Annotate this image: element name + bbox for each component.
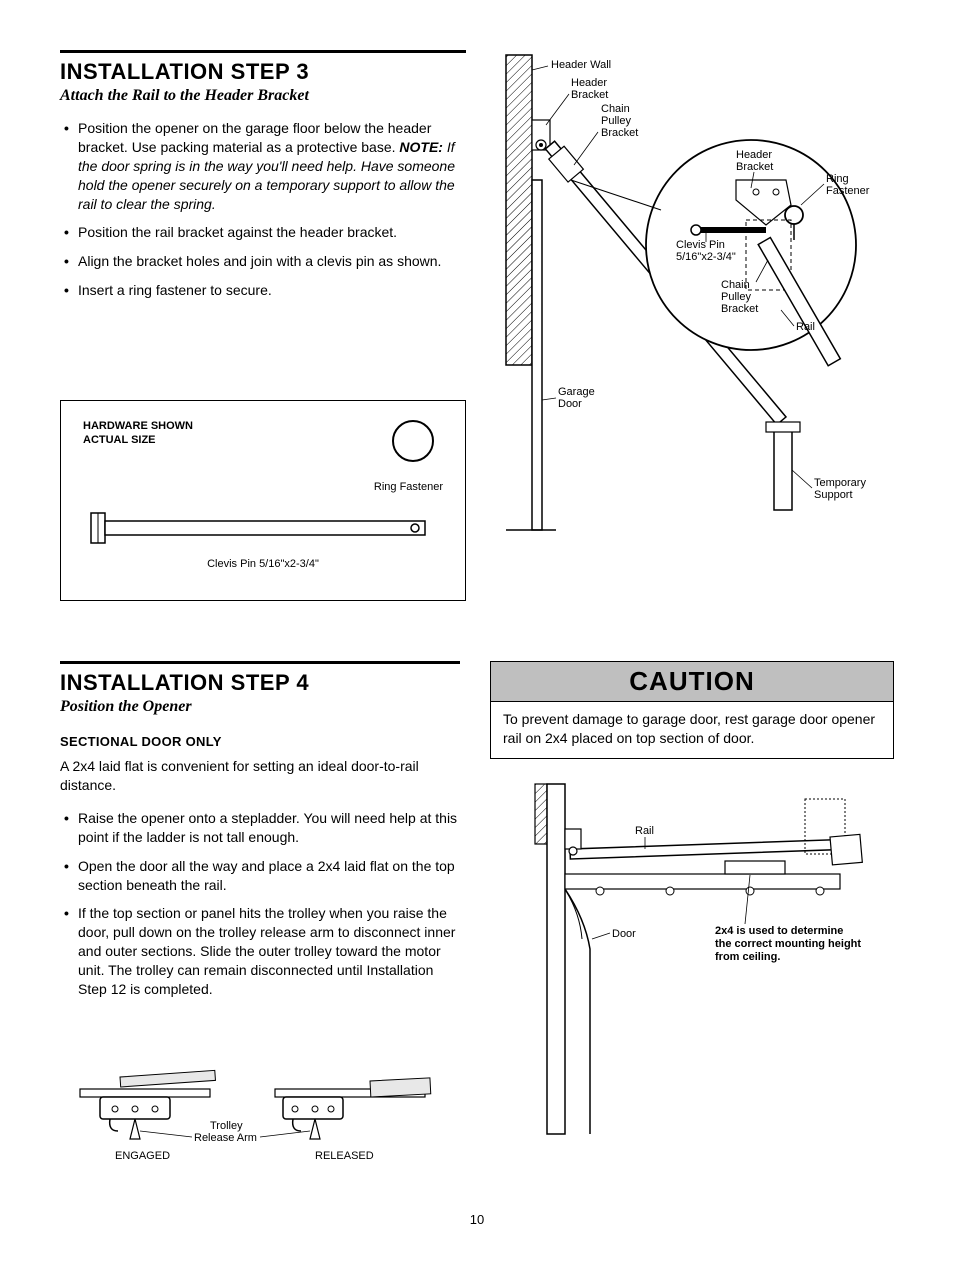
step3-bullet-1: Position the opener on the garage floor …: [60, 119, 466, 213]
lbl-cp2: Pulley: [601, 115, 631, 127]
step3-subtitle: Attach the Rail to the Header Bracket: [60, 87, 466, 105]
lbl4-n3: from ceiling.: [715, 951, 780, 963]
step3-diagram: Header Wall Header Bracket Chain Pulley …: [496, 50, 896, 601]
lbl-engaged: ENGAGED: [115, 1150, 170, 1162]
hw-ring-label: Ring Fastener: [83, 481, 443, 493]
step3-bullet-4: Insert a ring fastener to secure.: [60, 281, 466, 300]
lbl-trolley: Trolley: [210, 1120, 243, 1132]
lbl-cpin1: Clevis Pin: [676, 239, 725, 251]
lbl-cp1: Chain: [601, 103, 630, 115]
step3-bullets: Position the opener on the garage floor …: [60, 119, 466, 300]
lbl-rf2: Fastener: [826, 185, 870, 197]
lbl-released: RELEASED: [315, 1150, 374, 1162]
step4-row: INSTALLATION STEP 4 Position the Opener …: [60, 661, 894, 1172]
lbl4-door: Door: [612, 928, 636, 940]
step3-bullet-2: Position the rail bracket against the he…: [60, 223, 466, 242]
step4-rule: [60, 661, 460, 664]
lbl-header-wall: Header Wall: [551, 59, 611, 71]
step4-sectional-hdr: SECTIONAL DOOR ONLY: [60, 734, 460, 749]
lbl4-n2: the correct mounting height: [715, 938, 861, 950]
lbl-dcp2: Pulley: [721, 291, 751, 303]
caution-box: CAUTION To prevent damage to garage door…: [490, 661, 894, 759]
lbl4-rail: Rail: [635, 825, 654, 837]
lbl-dcp1: Chain: [721, 279, 750, 291]
lbl-dhb1: Header: [736, 149, 772, 161]
step4-subtitle: Position the Opener: [60, 698, 460, 716]
lbl-ts1: Temporary: [814, 477, 866, 489]
step3-diagram-svg: Header Wall Header Bracket Chain Pulley …: [496, 50, 896, 540]
lbl-rf1: Ring: [826, 173, 849, 185]
step4-title: INSTALLATION STEP 4: [60, 670, 460, 696]
lbl-hb2: Bracket: [571, 89, 608, 101]
page-number: 10: [60, 1212, 894, 1227]
step4-bullet-2: Open the door all the way and place a 2x…: [60, 857, 460, 895]
step4-bullet-3: If the top section or panel hits the tro…: [60, 904, 460, 998]
step3-row: INSTALLATION STEP 3 Attach the Rail to t…: [60, 50, 894, 601]
ring-fastener-icon: [383, 419, 443, 474]
lbl-cpin2: 5/16"x2-3/4": [676, 251, 736, 263]
step3-rule: [60, 50, 466, 53]
lbl-hb1: Header: [571, 77, 607, 89]
page: INSTALLATION STEP 3 Attach the Rail to t…: [60, 50, 894, 1172]
lbl-cp3: Bracket: [601, 127, 638, 139]
step4-diagram: Rail Door 2x4 is used to determine the c…: [490, 779, 890, 1139]
step4-intro: A 2x4 laid flat is convenient for settin…: [60, 757, 460, 795]
lbl-dcp3: Bracket: [721, 303, 758, 315]
step4-left-col: INSTALLATION STEP 4 Position the Opener …: [60, 661, 460, 1172]
hw-pin-label: Clevis Pin 5/16"x2-3/4": [83, 558, 443, 570]
lbl-dhb2: Bracket: [736, 161, 773, 173]
step3-bullet-3: Align the bracket holes and join with a …: [60, 252, 466, 271]
step3-b1-pre: Position the opener on the garage floor …: [78, 120, 431, 155]
hardware-box: HARDWARE SHOWN ACTUAL SIZE Ring Fastener: [60, 400, 466, 601]
clevis-pin-icon: [83, 503, 443, 553]
hw-title1: HARDWARE SHOWN: [83, 419, 193, 433]
caution-body: To prevent damage to garage door, rest g…: [491, 702, 893, 758]
lbl-rail: Rail: [796, 321, 815, 333]
step4-bullet-1: Raise the opener onto a stepladder. You …: [60, 809, 460, 847]
lbl-ts2: Support: [814, 489, 853, 501]
hw-title2: ACTUAL SIZE: [83, 433, 193, 447]
lbl4-n1: 2x4 is used to determine: [715, 925, 843, 937]
caution-title: CAUTION: [491, 662, 893, 702]
step3-left-col: INSTALLATION STEP 3 Attach the Rail to t…: [60, 50, 466, 601]
step3-title: INSTALLATION STEP 3: [60, 59, 466, 85]
lbl-gd1: Garage: [558, 386, 595, 398]
step4-right-col: CAUTION To prevent damage to garage door…: [490, 661, 894, 1172]
trolley-diagram: Trolley Release Arm ENGAGED RELEASED: [60, 1059, 460, 1169]
lbl-gd2: Door: [558, 398, 582, 410]
step3-b1-notelabel: NOTE:: [399, 139, 443, 155]
lbl-release-arm: Release Arm: [194, 1132, 257, 1144]
step4-bullets: Raise the opener onto a stepladder. You …: [60, 809, 460, 999]
